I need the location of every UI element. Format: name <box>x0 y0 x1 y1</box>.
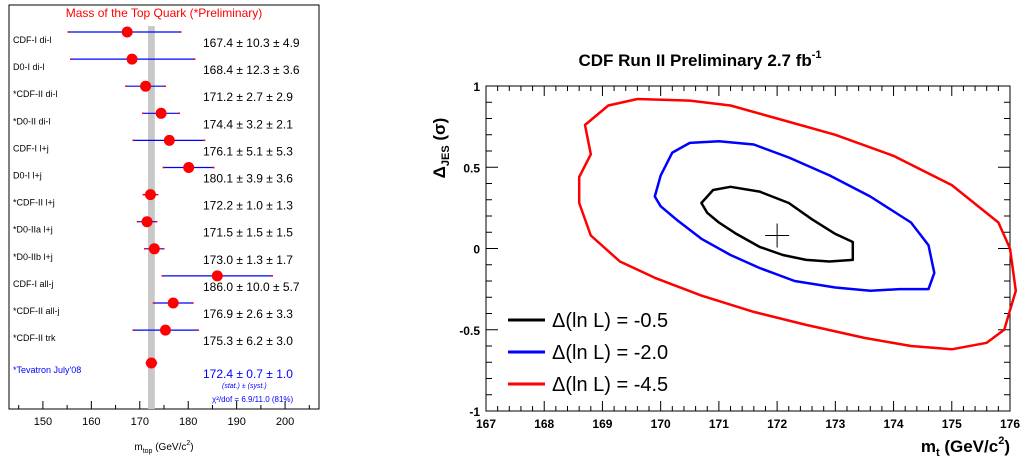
measurement-point <box>183 162 195 173</box>
measurement-row: D0-I di-l 168.4 ± 12.3 ± 3.6 <box>13 53 300 77</box>
measurement-rows: CDF-I di-l 167.4 ± 10.3 ± 4.9 D0-I di-l 168… <box>13 26 300 348</box>
measurement-label: D0-I l+j <box>13 171 42 181</box>
legend-label: Δ(ln L) = -2.0 <box>552 342 668 364</box>
combined-point <box>145 357 157 369</box>
measurement-result: 176.1 ± 5.1 ± 5.3 <box>203 144 293 158</box>
x-tick-label: 171 <box>709 417 729 431</box>
measurement-row: *CDF-II all-j 176.9 ± 2.6 ± 3.3 <box>13 297 293 321</box>
measurement-row: *CDF-II l+j 172.2 ± 1.0 ± 1.3 <box>13 189 293 213</box>
left-x-axis: 150 160 170 180 190 200 <box>18 401 310 428</box>
combined-result: 172.4 ± 0.7 ± 1.0 <box>203 367 293 381</box>
x-tick-label: 173 <box>825 417 845 431</box>
x-tick-label: 168 <box>534 417 554 431</box>
right-axes: 167 168 169 170 171 172 173 174 175 176 -1 -0.5 0 0.5… <box>459 80 1020 431</box>
y-tick-label: 0 <box>473 243 480 257</box>
measurement-row: *CDF-II trk 175.3 ± 6.2 ± 3.0 <box>13 324 293 348</box>
measurement-point <box>144 189 156 201</box>
x-tick-label: 169 <box>592 417 612 431</box>
y-tick-label: 0.5 <box>463 161 480 175</box>
contour-line <box>577 97 1018 351</box>
right-chart-title: CDF Run II Preliminary 2.7 fb-1 <box>578 49 821 70</box>
measurement-point <box>159 324 171 336</box>
measurement-result: 173.0 ± 1.3 ± 1.7 <box>203 253 293 267</box>
measurement-result: 171.5 ± 1.5 ± 1.5 <box>203 226 293 240</box>
measurement-result: 168.4 ± 12.3 ± 3.6 <box>203 63 300 77</box>
combined-result-sub: (stat.) ± (syst.) <box>222 383 267 390</box>
measurement-point <box>155 107 167 119</box>
x-tick-label: 200 <box>276 416 294 428</box>
x-tick-label: 170 <box>131 416 149 428</box>
x-tick-label: 167 <box>476 417 496 431</box>
mass-summary-chart: Mass of the Top Quark (*Preliminary) CDF… <box>8 4 320 455</box>
measurement-point <box>140 80 152 92</box>
x-tick-label: 180 <box>179 416 197 428</box>
measurement-result: 172.2 ± 1.0 ± 1.3 <box>203 199 293 213</box>
x-tick-label: 174 <box>884 417 904 431</box>
measurement-label: D0-I di-l <box>13 62 45 72</box>
measurement-row: D0-I l+j 180.1 ± 3.9 ± 3.6 <box>13 162 293 186</box>
measurement-point <box>121 26 133 38</box>
measurement-row: *D0-IIa l+j 171.5 ± 1.5 ± 1.5 <box>13 216 293 240</box>
legend-label: Δ(ln L) = -4.5 <box>552 374 668 396</box>
measurement-result: 167.4 ± 10.3 ± 4.9 <box>203 36 300 50</box>
x-tick-label: 176 <box>1000 417 1020 431</box>
measurement-label: *D0-II di-l <box>13 116 51 126</box>
measurement-label: CDF-I l+j <box>13 143 49 153</box>
measurement-point <box>167 297 179 309</box>
x-tick-label: 172 <box>767 417 787 431</box>
measurement-row: *D0-IIb l+j 173.0 ± 1.3 ± 1.7 <box>13 243 293 267</box>
measurement-row: CDF-I all-j 186.0 ± 10.0 ± 5.7 <box>13 270 300 294</box>
contour-line <box>653 140 936 293</box>
measurement-result: 175.3 ± 6.2 ± 3.0 <box>203 334 293 348</box>
combined-chi2: χ²/dof = 6.9/11.0 (81%) <box>212 395 294 404</box>
contour-legend: Δ(ln L) = -0.5 Δ(ln L) = -2.0 Δ(ln L) = -4… <box>508 310 668 396</box>
measurement-result: 174.4 ± 3.2 ± 2.1 <box>203 117 293 131</box>
left-x-axis-label: mtop (GeV/c2) <box>134 440 193 455</box>
measurement-label: *D0-IIb l+j <box>13 252 53 262</box>
contours <box>577 97 1018 351</box>
measurement-result: 180.1 ± 3.9 ± 3.6 <box>203 172 293 186</box>
measurement-label: *CDF-II trk <box>13 333 56 343</box>
x-tick-label: 190 <box>227 416 245 428</box>
measurement-point <box>126 53 138 65</box>
measurement-row: CDF-I l+j 176.1 ± 5.1 ± 5.3 <box>13 134 293 158</box>
combined-row: *Tevatron July'08 172.4 ± 0.7 ± 1.0 (sta… <box>13 357 294 404</box>
y-tick-label: -0.5 <box>459 324 480 338</box>
measurement-label: CDF-I di-l <box>13 35 52 45</box>
measurement-point <box>148 243 160 255</box>
left-frame <box>8 4 320 410</box>
x-tick-label: 150 <box>34 416 52 428</box>
measurement-row: CDF-I di-l 167.4 ± 10.3 ± 4.9 <box>13 26 300 50</box>
measurement-point <box>141 216 153 228</box>
x-tick-label: 170 <box>651 417 671 431</box>
y-tick-label: -1 <box>469 405 480 419</box>
legend-label: Δ(ln L) = -0.5 <box>552 310 668 332</box>
best-fit-marker <box>765 223 790 248</box>
y-tick-label: 1 <box>473 80 480 94</box>
x-tick-label: 175 <box>942 417 962 431</box>
right-x-axis-label: mt (GeV/c2) <box>921 435 1010 459</box>
measurement-label: *D0-IIa l+j <box>13 225 53 235</box>
measurement-result: 186.0 ± 10.0 ± 5.7 <box>203 280 300 294</box>
contour-line <box>700 185 855 263</box>
right-y-axis-label: ΔJES (σ) <box>430 118 452 179</box>
measurement-row: *CDF-II di-l 171.2 ± 2.7 ± 2.9 <box>13 80 293 104</box>
measurement-label: *CDF-II all-j <box>13 306 60 316</box>
measurement-point <box>163 134 175 146</box>
world-average-band <box>148 26 155 409</box>
measurement-label: *CDF-II di-l <box>13 89 58 99</box>
measurement-row: *D0-II di-l 174.4 ± 3.2 ± 2.1 <box>13 107 293 131</box>
measurement-point <box>211 270 223 282</box>
x-tick-label: 160 <box>82 416 100 428</box>
measurement-result: 171.2 ± 2.7 ± 2.9 <box>203 90 293 104</box>
measurement-label: *CDF-II l+j <box>13 198 55 208</box>
likelihood-contour-chart: CDF Run II Preliminary 2.7 fb-1 167 168 16… <box>430 49 1020 459</box>
measurement-label: CDF-I all-j <box>13 279 54 289</box>
combined-label: *Tevatron July'08 <box>13 365 81 375</box>
measurement-result: 176.9 ± 2.6 ± 3.3 <box>203 307 293 321</box>
left-chart-title: Mass of the Top Quark (*Preliminary) <box>66 6 263 20</box>
